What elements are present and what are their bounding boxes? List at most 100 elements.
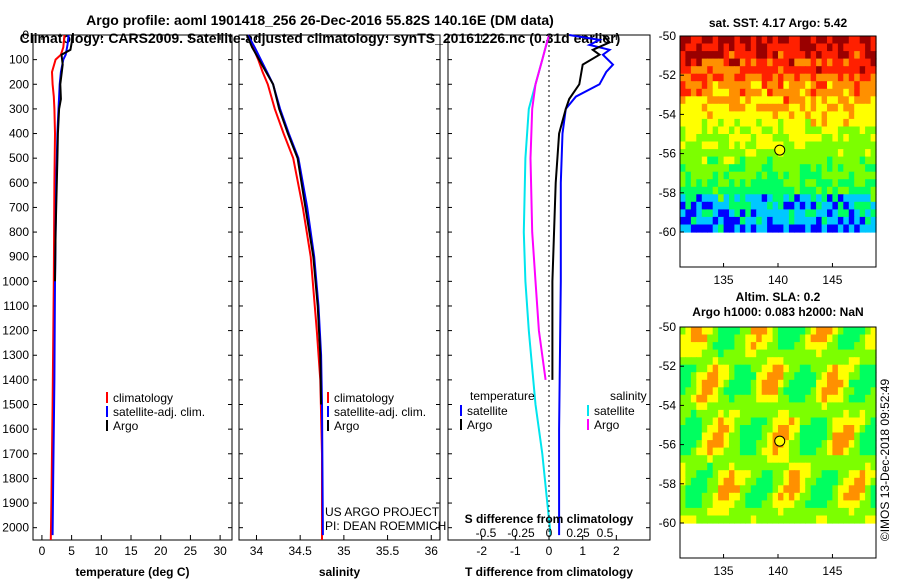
sla-map-cell [761,462,768,471]
sla-map-cell [750,500,757,509]
sst-map-cell [734,81,741,90]
sst-map-cell [794,111,801,120]
difference-legend-header-temperature: temperature [470,389,535,403]
sla-map-cell [690,327,697,336]
sla-map-cell [843,334,850,343]
sla-map-cell [788,485,795,494]
sst-map-cell [696,149,703,158]
sst-map-cell [734,118,741,127]
sla-map-cell [865,492,872,501]
sst-map-cell [848,186,855,195]
sst-map-cell [680,156,686,165]
sla-map-cell [680,342,686,351]
sst-map-cell [805,201,812,210]
sst-map-cell [756,224,763,233]
sst-map-cell [734,73,741,82]
sst-map-cell [794,209,801,218]
sst-map-cell [756,36,763,45]
sst-map-cell [843,209,850,218]
sla-map-cell [685,417,692,426]
sla-map-cell [690,394,697,403]
sla-map-cell [794,364,801,373]
sla-map-cell [756,492,763,501]
sla-map-cell [772,507,779,516]
sst-map-cell [859,141,866,150]
sla-map-cell [870,492,877,501]
sla-map-cell [696,500,703,509]
sst-map-cell [772,156,779,165]
sla-map-cell [859,379,866,388]
sst-map-cell [783,81,790,90]
sla-map-cell [729,394,735,403]
sla-map-cell [794,342,801,351]
sla-map-cell [837,447,844,456]
sla-map-cell [685,327,692,336]
sla-map-cell [783,470,790,479]
sst-map-cell [799,149,806,158]
y-tick-label: 1700 [2,447,29,461]
sst-map-cell [718,134,725,143]
sst-map-cell [827,36,833,45]
sla-map-cell [690,334,697,343]
sst-map-cell [865,224,872,233]
sst-map-cell [821,66,828,75]
sst-map-cell [865,156,872,165]
sla-map-cell [870,432,877,441]
sla-map-cell [848,342,855,351]
sst-map-cell [843,103,850,112]
sla-map-cell [745,334,752,343]
sla-map-cell [750,402,757,411]
sst-map-cell [772,134,779,143]
sst-map-cell [837,81,844,90]
sla-map-cell [805,432,812,441]
sst-map-cell [854,134,861,143]
sla-map-cell [837,342,844,351]
sla-map-cell [865,342,872,351]
sst-map-argo-marker [774,144,786,156]
sst-map-cell [865,36,872,45]
sla-map-cell [696,477,703,486]
sst-map-cell [783,88,790,97]
sla-map-cell [701,425,708,434]
sst-map-cell [756,103,763,112]
sla-map-cell [739,357,746,366]
sla-map-cell [865,470,872,479]
sla-map-cell [837,440,844,449]
sst-map-cell [783,224,790,233]
sla-map-cell [799,425,806,434]
sst-map-cell [767,216,774,225]
sla-map-cell [810,357,817,366]
sst-map-cell [756,88,763,97]
sla-map-cell [734,334,741,343]
sla-map-cell [778,334,784,343]
sla-map-cell [821,357,828,366]
sst-map-cell [745,194,752,203]
sst-map-cell [810,111,817,120]
sla-map-cell [821,440,828,449]
sst-map-cell [756,43,763,52]
sla-map-cell [756,364,763,373]
sst-map-cell [734,43,741,52]
sla-map-cell [810,440,817,449]
sst-map-cell [685,51,692,60]
sst-map-cell [680,186,686,195]
sst-map-cell [723,73,730,82]
sla-map-cell [783,409,790,418]
sla-map-cell [685,462,692,471]
sla-map-cell [827,447,833,456]
sla-map-cell [870,440,877,449]
sst-map-cell [696,201,703,210]
sla-map-cell [870,372,877,381]
sla-map-cell [723,455,730,464]
sla-map-cell [729,349,735,358]
sla-map-cell [680,485,686,494]
sla-map-cell [723,485,730,494]
sla-map-cell [680,425,686,434]
sst-map-cell [712,179,719,188]
sst-map-cell [761,149,768,158]
sst-map-cell [690,118,697,127]
sst-map-cell [734,179,741,188]
sla-map-cell [832,455,839,464]
sla-map-cell [734,402,741,411]
sla-map-cell [767,417,774,426]
